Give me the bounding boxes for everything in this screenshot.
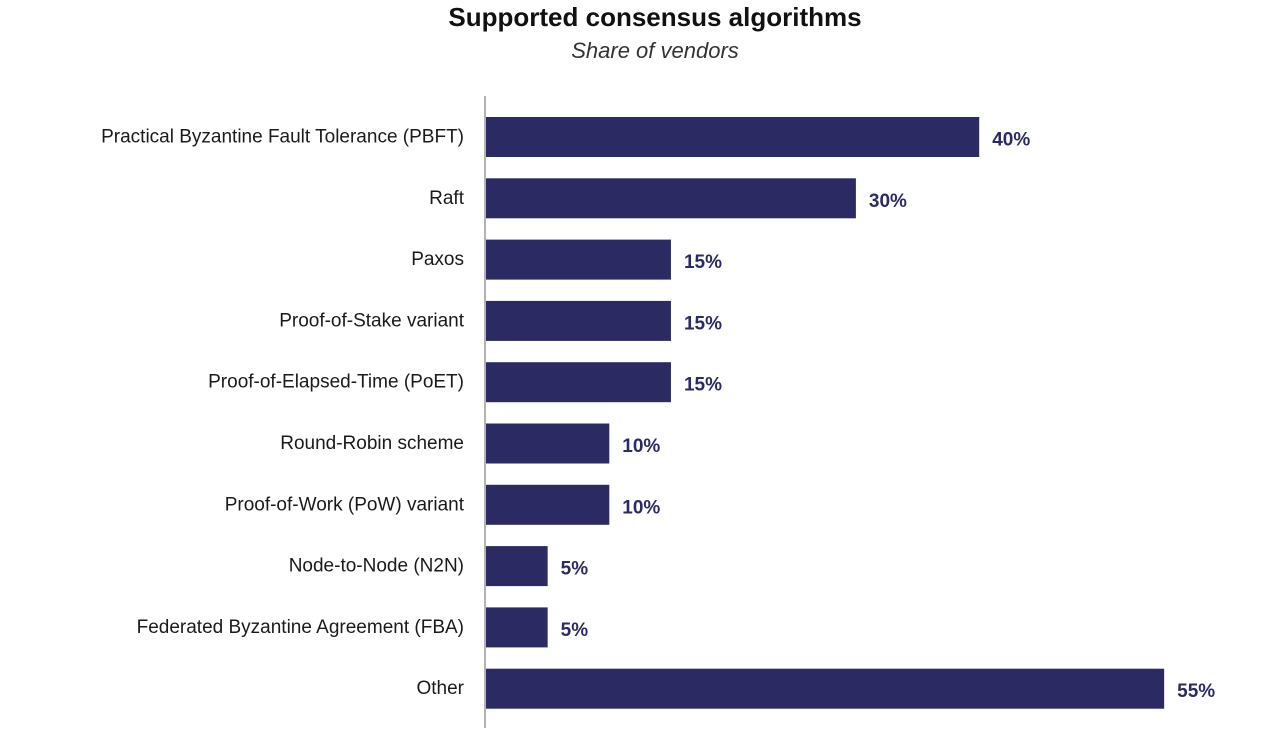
bar — [486, 607, 548, 648]
chart-subtitle: Share of vendors — [571, 38, 739, 63]
bar — [486, 668, 1165, 709]
category-label: Federated Byzantine Agreement (FBA) — [137, 617, 464, 638]
value-label: 30% — [869, 191, 907, 212]
category-label: Proof-of-Work (PoW) variant — [225, 494, 465, 515]
bar — [486, 117, 980, 157]
category-label: Proof-of-Stake variant — [279, 310, 465, 331]
category-label: Paxos — [411, 249, 464, 270]
category-label: Node-to-Node (N2N) — [289, 556, 464, 577]
value-label: 10% — [622, 436, 660, 457]
value-label: 15% — [684, 375, 722, 396]
bar — [486, 362, 671, 403]
bars-layer: Practical Byzantine Fault Tolerance (PBF… — [101, 117, 1215, 709]
chart-title: Supported consensus algorithms — [448, 2, 862, 32]
category-label: Proof-of-Elapsed-Time (PoET) — [208, 372, 464, 393]
bar — [486, 239, 671, 280]
bar — [486, 546, 548, 587]
value-label: 5% — [561, 620, 589, 641]
bar — [486, 300, 671, 341]
value-label: 10% — [622, 497, 660, 518]
bar — [486, 423, 610, 464]
value-label: 15% — [684, 252, 722, 273]
value-label: 55% — [1177, 681, 1215, 702]
value-label: 40% — [992, 130, 1030, 151]
category-label: Practical Byzantine Fault Tolerance (PBF… — [101, 127, 464, 148]
value-label: 5% — [561, 559, 589, 580]
bar — [486, 178, 856, 219]
category-label: Raft — [429, 188, 465, 209]
bar — [486, 484, 610, 525]
category-label: Round-Robin scheme — [280, 433, 464, 454]
category-label: Other — [416, 678, 464, 699]
value-label: 15% — [684, 313, 722, 334]
